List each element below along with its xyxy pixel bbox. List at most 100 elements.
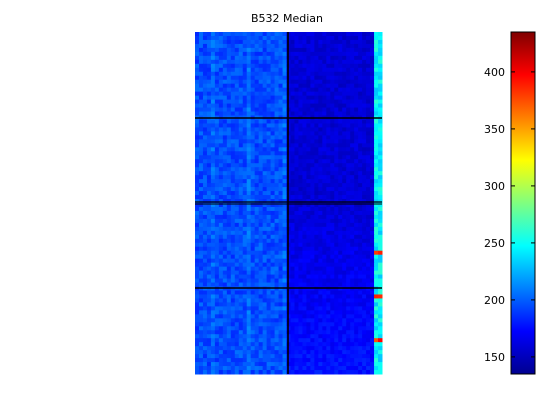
heatmap-cell bbox=[294, 238, 299, 244]
heatmap-cell bbox=[294, 322, 299, 327]
heatmap-cell bbox=[334, 322, 339, 327]
heatmap-cell bbox=[230, 107, 236, 113]
heatmap-cell bbox=[362, 139, 367, 144]
heatmap-cell bbox=[310, 107, 315, 113]
heatmap-cell bbox=[278, 354, 284, 359]
heatmap-cell bbox=[254, 342, 260, 347]
heatmap-cell bbox=[366, 306, 371, 311]
heatmap-cell bbox=[322, 143, 327, 148]
heatmap-cell bbox=[322, 99, 327, 105]
heatmap-cell bbox=[202, 342, 208, 347]
heatmap-cell bbox=[374, 294, 379, 299]
heatmap-cell bbox=[322, 123, 327, 128]
heatmap-cell bbox=[294, 167, 299, 172]
heatmap-cell bbox=[202, 71, 208, 77]
heatmap-cell bbox=[214, 358, 220, 363]
heatmap-cell bbox=[346, 127, 351, 132]
heatmap-cell bbox=[322, 250, 327, 256]
heatmap-cell bbox=[195, 63, 200, 69]
heatmap-cell bbox=[314, 203, 319, 208]
heatmap-cell bbox=[258, 246, 264, 252]
heatmap-cell bbox=[358, 139, 363, 144]
heatmap-cell bbox=[234, 278, 240, 284]
heatmap-cell bbox=[230, 103, 236, 109]
heatmap-cell bbox=[206, 302, 212, 307]
heatmap-cell bbox=[198, 51, 204, 57]
heatmap-cell bbox=[314, 274, 319, 280]
heatmap-cell bbox=[266, 107, 272, 113]
heatmap-cell bbox=[374, 195, 379, 200]
heatmap-cell bbox=[282, 47, 288, 53]
heatmap-cell bbox=[334, 103, 339, 109]
heatmap-cell bbox=[294, 183, 299, 188]
heatmap-cell bbox=[338, 310, 343, 315]
heatmap-cell bbox=[358, 35, 363, 41]
heatmap-cell bbox=[278, 334, 284, 339]
heatmap-cell bbox=[210, 155, 216, 160]
heatmap-cell bbox=[278, 214, 284, 220]
heatmap-cell bbox=[254, 274, 260, 280]
heatmap-cell bbox=[246, 175, 252, 180]
heatmap-cell bbox=[242, 203, 248, 208]
heatmap-cell bbox=[266, 139, 272, 144]
heatmap-cell bbox=[266, 314, 272, 319]
heatmap-cell bbox=[234, 282, 240, 288]
heatmap-cell bbox=[378, 59, 383, 65]
heatmap-cell bbox=[258, 294, 264, 299]
heatmap-cell bbox=[350, 266, 355, 272]
heatmap-cell bbox=[290, 362, 295, 367]
heatmap-cell bbox=[334, 270, 339, 276]
heatmap-cell bbox=[310, 330, 315, 335]
heatmap-cell bbox=[242, 362, 248, 367]
heatmap-cell bbox=[266, 326, 272, 331]
heatmap-cell bbox=[358, 282, 363, 288]
heatmap-cell bbox=[310, 127, 315, 132]
heatmap-cell bbox=[242, 55, 248, 61]
heatmap-cell bbox=[362, 358, 367, 363]
heatmap-cell bbox=[206, 99, 212, 105]
heatmap-cell bbox=[195, 135, 200, 140]
heatmap-cell bbox=[210, 47, 216, 53]
heatmap-cell bbox=[298, 350, 303, 355]
heatmap-cell bbox=[310, 55, 315, 61]
heatmap-cell bbox=[222, 250, 228, 256]
heatmap-cell bbox=[302, 206, 307, 212]
heatmap-cell bbox=[370, 294, 375, 299]
heatmap-cell bbox=[346, 187, 351, 192]
heatmap-cell bbox=[254, 234, 260, 240]
heatmap-cell bbox=[238, 147, 244, 152]
heatmap-cell bbox=[230, 39, 236, 45]
heatmap-cell bbox=[266, 358, 272, 363]
heatmap-cell bbox=[222, 35, 228, 41]
heatmap-cell bbox=[318, 175, 323, 180]
heatmap-cell bbox=[242, 254, 248, 260]
heatmap-cell bbox=[294, 270, 299, 276]
heatmap-cell bbox=[314, 47, 319, 53]
heatmap-cell bbox=[214, 222, 220, 228]
heatmap-cell bbox=[362, 151, 367, 156]
heatmap-cell bbox=[334, 163, 339, 168]
heatmap-cell bbox=[258, 91, 264, 97]
heatmap-cell bbox=[282, 111, 288, 117]
heatmap-cell bbox=[354, 278, 359, 284]
heatmap-cell bbox=[278, 67, 284, 73]
heatmap-cell bbox=[242, 234, 248, 240]
heatmap-cell bbox=[302, 302, 307, 307]
heatmap-cell bbox=[370, 282, 375, 288]
heatmap-cell bbox=[250, 266, 256, 272]
heatmap-cell bbox=[266, 119, 272, 124]
heatmap-cell bbox=[262, 226, 268, 232]
heatmap-cell bbox=[242, 119, 248, 124]
heatmap-cell bbox=[322, 302, 327, 307]
heatmap-cell bbox=[250, 370, 256, 375]
heatmap-cell bbox=[195, 238, 200, 244]
heatmap-cell bbox=[350, 43, 355, 49]
heatmap-cell bbox=[322, 226, 327, 232]
heatmap-cell bbox=[374, 250, 379, 256]
heatmap-cell bbox=[226, 298, 232, 303]
heatmap-cell bbox=[198, 330, 204, 335]
heatmap-cell bbox=[234, 334, 240, 339]
heatmap-cell bbox=[278, 310, 284, 315]
heatmap-cell bbox=[218, 222, 224, 228]
heatmap-cell bbox=[258, 226, 264, 232]
